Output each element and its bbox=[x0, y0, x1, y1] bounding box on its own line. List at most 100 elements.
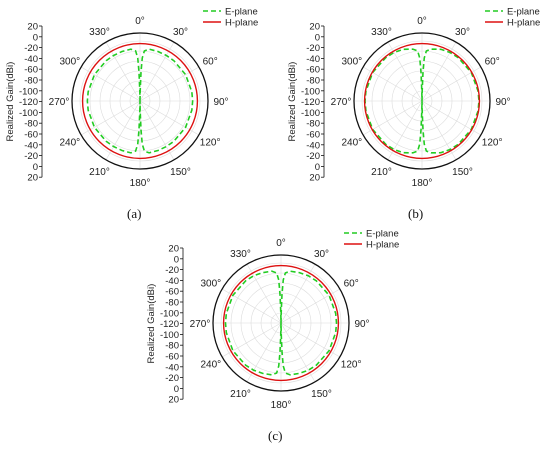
radial-tick-label: -20 bbox=[306, 151, 320, 162]
radial-tick-label: -80 bbox=[24, 119, 38, 130]
angle-tick-label: 30° bbox=[173, 27, 188, 38]
grid-spoke bbox=[363, 100, 423, 135]
radial-tick-label: 0 bbox=[174, 254, 179, 265]
radial-tick-label: -100 bbox=[19, 108, 38, 119]
radial-tick-label: -40 bbox=[24, 140, 38, 151]
radial-tick-label: 0 bbox=[174, 384, 179, 395]
grid-spoke bbox=[247, 322, 282, 382]
legend-label: H-plane bbox=[366, 240, 399, 251]
angle-tick-label: 330° bbox=[230, 249, 251, 260]
angle-tick-label: 90° bbox=[354, 319, 369, 330]
radial-tick-label: 20 bbox=[168, 395, 179, 406]
series-h-plane-line bbox=[222, 264, 340, 382]
angle-tick-label: 150° bbox=[452, 167, 473, 178]
radial-tick-label: -20 bbox=[165, 373, 179, 384]
grid-spoke bbox=[81, 67, 141, 102]
grid-spoke bbox=[363, 67, 423, 102]
angle-tick-label: 210° bbox=[371, 167, 392, 178]
grid-spoke bbox=[222, 322, 282, 357]
grid-spoke bbox=[139, 67, 199, 102]
angle-tick-label: 180° bbox=[412, 178, 433, 189]
angle-tick-label: 0° bbox=[276, 238, 286, 249]
angle-tick-label: 90° bbox=[213, 97, 228, 108]
series-e-plane-line bbox=[224, 270, 338, 376]
grid-spoke bbox=[421, 100, 481, 135]
angle-tick-label: 300° bbox=[60, 57, 81, 68]
radial-tick-label: 20 bbox=[309, 173, 320, 184]
panel-label-b: (b) bbox=[408, 206, 424, 221]
radial-tick-label: -20 bbox=[24, 43, 38, 54]
outer-ring bbox=[71, 32, 209, 170]
legend-label: H-plane bbox=[225, 18, 258, 29]
radial-tick-label: 20 bbox=[309, 22, 320, 33]
radial-tick-label: -100 bbox=[301, 86, 320, 97]
radial-tick-label: -100 bbox=[160, 308, 179, 319]
angle-tick-label: 300° bbox=[201, 279, 222, 290]
radial-tick-label: -60 bbox=[24, 130, 38, 141]
outer-ring bbox=[212, 254, 350, 392]
angle-tick-label: 150° bbox=[311, 389, 332, 400]
legend-label: H-plane bbox=[507, 18, 540, 29]
radial-tick-label: -80 bbox=[306, 119, 320, 130]
radial-tick-label: 0 bbox=[33, 32, 38, 43]
radial-tick-label: -100 bbox=[19, 86, 38, 97]
polar-chart-b: 200-20-40-60-80-100-120-100-80-60-40-200… bbox=[287, 7, 540, 190]
angle-tick-label: 270° bbox=[190, 319, 211, 330]
grid-spoke bbox=[139, 100, 174, 160]
radial-tick-label: -100 bbox=[160, 330, 179, 341]
grid-spoke bbox=[388, 100, 423, 160]
angle-tick-label: 180° bbox=[130, 178, 151, 189]
angle-tick-label: 120° bbox=[341, 360, 362, 371]
grid-spoke bbox=[81, 100, 141, 135]
angle-tick-label: 330° bbox=[89, 27, 110, 38]
angle-tick-label: 300° bbox=[342, 57, 363, 68]
angle-tick-label: 60° bbox=[203, 57, 218, 68]
grid-spoke bbox=[106, 42, 141, 102]
radial-tick-label: 20 bbox=[27, 22, 38, 33]
radial-tick-label: -40 bbox=[306, 54, 320, 65]
radial-tick-label: -60 bbox=[165, 352, 179, 363]
radial-tick-label: -40 bbox=[165, 276, 179, 287]
radial-tick-label: -60 bbox=[165, 287, 179, 298]
y-axis-label: Realized Gain(dBi) bbox=[146, 284, 157, 364]
grid-spoke bbox=[280, 322, 315, 382]
angle-tick-label: 90° bbox=[495, 97, 510, 108]
grid-spoke bbox=[247, 264, 282, 324]
legend-label: E-plane bbox=[225, 7, 258, 18]
radial-tick-label: -20 bbox=[306, 43, 320, 54]
polar-chart-a: 200-20-40-60-80-100-120-100-80-60-40-200… bbox=[5, 7, 258, 190]
y-axis-label: Realized Gain(dBi) bbox=[287, 62, 298, 142]
angle-tick-label: 210° bbox=[230, 389, 251, 400]
grid-spoke bbox=[106, 100, 141, 160]
radial-tick-label: -100 bbox=[301, 108, 320, 119]
angle-tick-label: 240° bbox=[342, 138, 363, 149]
angle-tick-label: 60° bbox=[344, 279, 359, 290]
radial-tick-label: 0 bbox=[315, 32, 320, 43]
angle-tick-label: 270° bbox=[331, 97, 352, 108]
radial-tick-label: -120 bbox=[301, 97, 320, 108]
series-h-plane-line bbox=[81, 42, 199, 160]
legend-label: E-plane bbox=[366, 229, 399, 240]
radial-tick-label: 20 bbox=[168, 244, 179, 255]
angle-tick-label: 60° bbox=[485, 57, 500, 68]
radial-tick-label: -80 bbox=[165, 298, 179, 309]
grid-spoke bbox=[139, 42, 174, 102]
series-e-plane-line bbox=[86, 48, 194, 154]
radial-tick-label: -60 bbox=[306, 65, 320, 76]
radial-tick-label: -120 bbox=[160, 319, 179, 330]
grid-spoke bbox=[280, 289, 340, 324]
angle-tick-label: 120° bbox=[200, 138, 221, 149]
angle-tick-label: 120° bbox=[482, 138, 503, 149]
angle-tick-label: 240° bbox=[201, 360, 222, 371]
radial-tick-label: -20 bbox=[165, 265, 179, 276]
series-h-plane-line bbox=[363, 42, 481, 160]
radial-tick-label: -40 bbox=[306, 140, 320, 151]
radial-tick-label: -40 bbox=[24, 54, 38, 65]
series-e-plane-line bbox=[364, 48, 480, 154]
grid-spoke bbox=[280, 264, 315, 324]
grid-spoke bbox=[421, 67, 481, 102]
angle-tick-label: 270° bbox=[49, 97, 70, 108]
y-axis-label: Realized Gain(dBi) bbox=[5, 62, 16, 142]
angle-tick-label: 330° bbox=[371, 27, 392, 38]
outer-ring bbox=[353, 32, 491, 170]
